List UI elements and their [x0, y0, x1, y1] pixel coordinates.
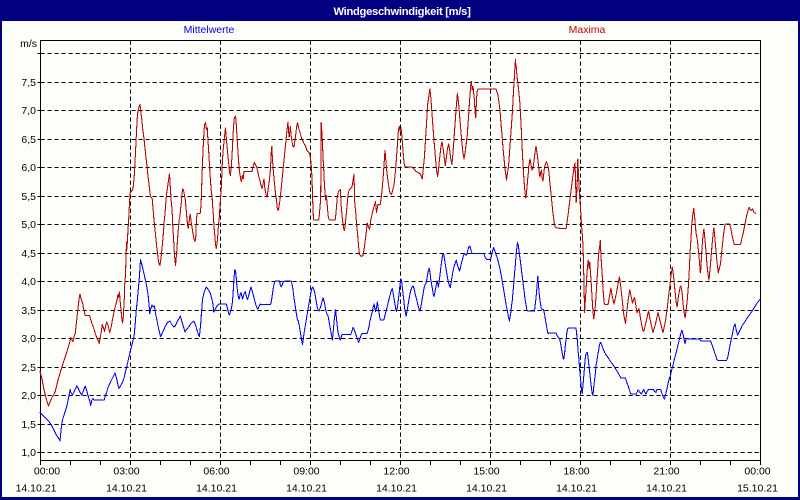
- svg-text:7,5: 7,5: [21, 77, 36, 89]
- svg-text:12:00: 12:00: [383, 466, 409, 478]
- svg-text:1,0: 1,0: [21, 447, 36, 459]
- svg-text:Windgeschwindigkeit [m/s]: Windgeschwindigkeit [m/s]: [333, 6, 471, 18]
- svg-text:14.10.21: 14.10.21: [106, 483, 147, 495]
- svg-text:14.10.21: 14.10.21: [646, 483, 687, 495]
- svg-text:2,0: 2,0: [21, 390, 36, 402]
- svg-text:06:00: 06:00: [203, 466, 229, 478]
- svg-text:03:00: 03:00: [113, 466, 139, 478]
- svg-text:4,0: 4,0: [21, 276, 36, 288]
- svg-text:3,5: 3,5: [21, 305, 36, 317]
- svg-text:14.10.21: 14.10.21: [466, 483, 507, 495]
- svg-text:2,5: 2,5: [21, 362, 36, 374]
- svg-text:6,0: 6,0: [21, 162, 36, 174]
- svg-text:14.10.21: 14.10.21: [286, 483, 327, 495]
- svg-text:m/s: m/s: [20, 38, 37, 50]
- svg-text:00:00: 00:00: [744, 466, 770, 478]
- svg-text:15:00: 15:00: [473, 466, 499, 478]
- svg-text:14.10.21: 14.10.21: [196, 483, 237, 495]
- svg-text:Maxima: Maxima: [569, 24, 606, 36]
- svg-text:18:00: 18:00: [563, 466, 589, 478]
- svg-text:6,5: 6,5: [21, 134, 36, 146]
- svg-text:14.10.21: 14.10.21: [376, 483, 417, 495]
- svg-text:5,0: 5,0: [21, 219, 36, 231]
- svg-text:3,0: 3,0: [21, 333, 36, 345]
- svg-text:5,5: 5,5: [21, 191, 36, 203]
- svg-text:Mittelwerte: Mittelwerte: [184, 24, 235, 36]
- svg-text:00:00: 00:00: [34, 466, 60, 478]
- svg-text:4,5: 4,5: [21, 248, 36, 260]
- svg-text:1,5: 1,5: [21, 419, 36, 431]
- svg-text:09:00: 09:00: [293, 466, 319, 478]
- svg-text:21:00: 21:00: [653, 466, 679, 478]
- svg-text:15.10.21: 15.10.21: [737, 483, 778, 495]
- svg-text:14.10.21: 14.10.21: [556, 483, 597, 495]
- svg-text:7,0: 7,0: [21, 105, 36, 117]
- svg-text:14.10.21: 14.10.21: [16, 483, 57, 495]
